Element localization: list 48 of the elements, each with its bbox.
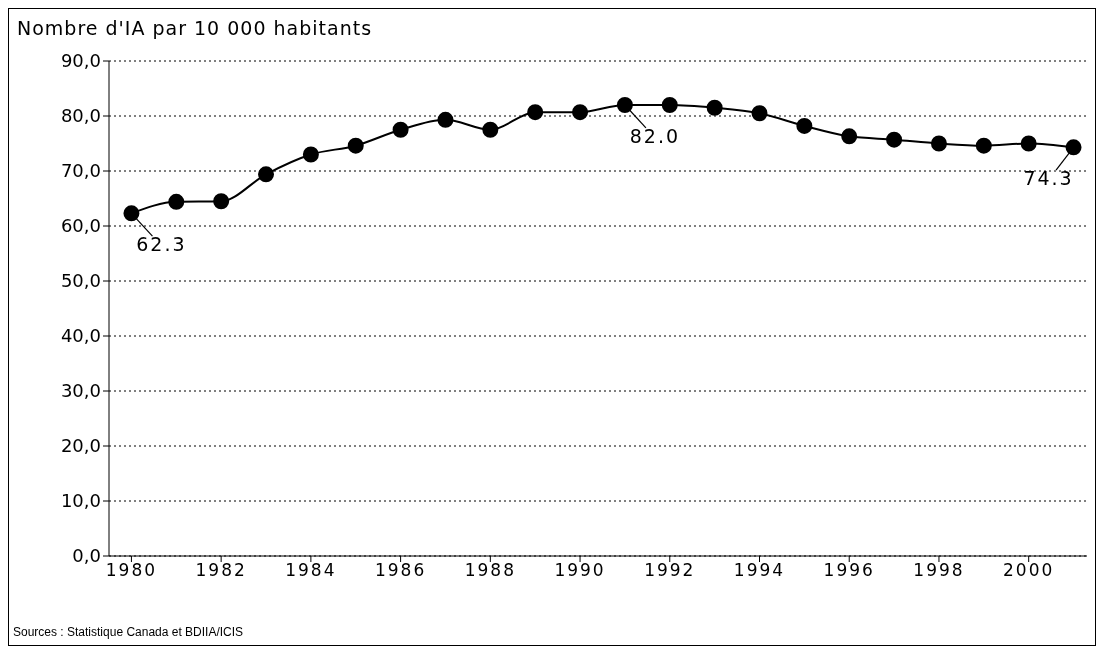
point [706, 99, 723, 116]
source-note: Sources : Statistique Canada et BDIIA/ICIS [13, 625, 244, 639]
y-tick-label: 80,0 [60, 105, 101, 127]
point [437, 111, 454, 128]
x-tick-label: 1994 [733, 560, 786, 581]
point [482, 121, 499, 138]
y-tick-label: 90,0 [60, 50, 101, 72]
point [258, 166, 275, 183]
point [572, 104, 589, 121]
data-label: 62.3 [136, 233, 187, 256]
chart-title: Nombre d'IA par 10 000 habitants [17, 17, 373, 39]
x-tick-label: 1988 [464, 560, 516, 581]
point [751, 105, 768, 122]
point [347, 137, 364, 154]
x-tick-label: 2000 [1003, 560, 1055, 581]
point [886, 131, 903, 148]
y-tick-label: 0,0 [72, 545, 101, 567]
point [168, 193, 185, 210]
point [930, 135, 947, 152]
point [123, 205, 140, 222]
y-tick-label: 50,0 [60, 270, 101, 292]
point [1065, 139, 1082, 156]
x-tick-label: 1986 [374, 560, 427, 581]
x-tick-label: 1998 [913, 560, 965, 581]
y-tick-label: 10,0 [60, 490, 101, 512]
x-tick-label: 1982 [195, 560, 247, 581]
y-tick-label: 20,0 [60, 435, 101, 457]
data-label: 74.3 [1023, 167, 1074, 190]
y-tick-label: 40,0 [60, 325, 101, 347]
y-tick-label: 60,0 [60, 215, 101, 237]
point [661, 97, 678, 113]
data-label: 82.0 [629, 125, 681, 147]
point [796, 117, 813, 134]
x-tick-label: 1980 [105, 560, 158, 581]
point [1020, 135, 1037, 152]
point [213, 193, 230, 210]
x-tick-label: 1992 [644, 560, 696, 581]
x-tick-label: 1990 [554, 560, 606, 581]
y-tick-label: 30,0 [60, 380, 101, 402]
point [975, 137, 992, 154]
point [302, 146, 319, 163]
point [527, 104, 544, 121]
y-tick-label: 70,0 [60, 160, 101, 182]
point [616, 97, 633, 113]
point [841, 128, 858, 145]
x-tick-label: 1984 [285, 560, 337, 581]
x-tick-label: 1996 [823, 560, 875, 581]
point [392, 121, 409, 138]
